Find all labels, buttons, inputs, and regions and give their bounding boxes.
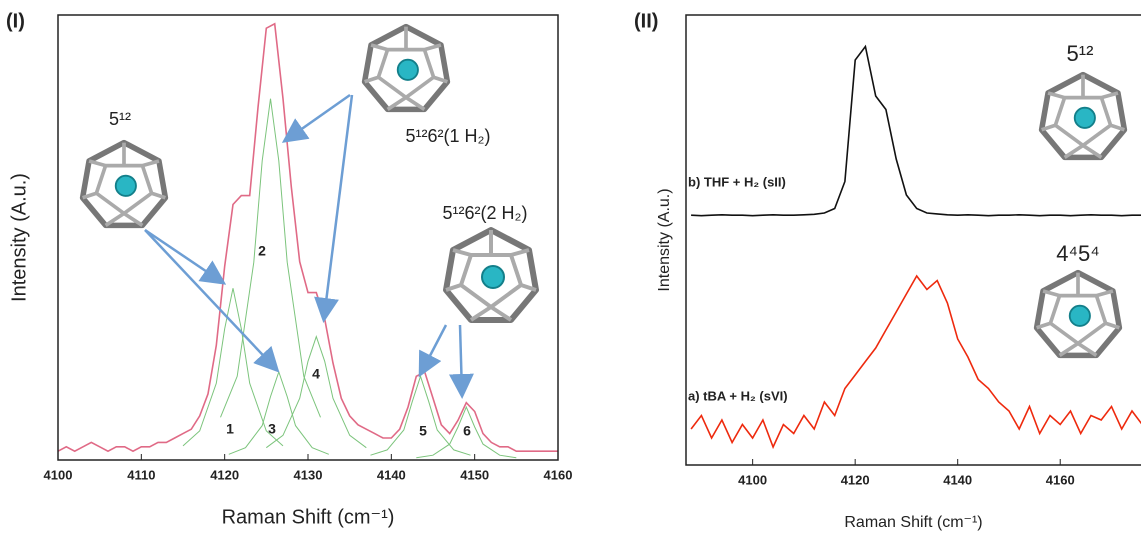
annotation: 5¹² bbox=[109, 109, 131, 129]
arrow bbox=[144, 228, 227, 285]
x-tick-label: 4100 bbox=[44, 467, 73, 482]
y-axis-label: Intensity (A.u.) bbox=[656, 188, 673, 291]
series-line bbox=[691, 44, 1141, 217]
series-line bbox=[182, 288, 284, 447]
arrow bbox=[448, 324, 474, 399]
annotation: 4⁴5⁴ bbox=[1056, 241, 1099, 266]
peak-label: 5 bbox=[419, 423, 427, 439]
cage-icon bbox=[1042, 75, 1125, 158]
annotation: 5¹²6²(1 H₂) bbox=[406, 126, 491, 146]
panel-label: (II) bbox=[634, 10, 658, 32]
peak-label: 3 bbox=[268, 421, 276, 437]
arrow bbox=[281, 93, 351, 143]
x-tick-label: 4140 bbox=[943, 472, 972, 487]
arrow bbox=[314, 94, 354, 323]
x-axis-label: Raman Shift (cm⁻¹) bbox=[222, 506, 395, 528]
peak-label: 2 bbox=[258, 243, 266, 259]
plot-frame bbox=[57, 14, 559, 461]
peak-label: 1 bbox=[226, 421, 234, 437]
series-line bbox=[370, 374, 471, 456]
peak-label: 4 bbox=[312, 366, 320, 382]
y-axis-label: Intensity (A.u.) bbox=[8, 173, 30, 302]
x-tick-label: 4160 bbox=[1046, 472, 1075, 487]
cage-icon bbox=[365, 27, 448, 110]
x-tick-label: 4130 bbox=[294, 467, 323, 482]
annotation: 5¹²6²(2 H₂) bbox=[443, 203, 528, 223]
x-axis-label: Raman Shift (cm⁻¹) bbox=[844, 514, 982, 531]
x-tick-label: 4160 bbox=[544, 467, 573, 482]
arrow bbox=[418, 324, 448, 378]
x-tick-label: 4140 bbox=[377, 467, 406, 482]
cage-icon bbox=[1037, 273, 1120, 356]
x-tick-label: 4120 bbox=[841, 472, 870, 487]
panel-1: 6 5 4 3 2 1 Intensity (A.u.) Raman Shift (cm⁻¹)… bbox=[6, 10, 572, 528]
x-tick-label: 4110 bbox=[127, 467, 155, 482]
x-tick-label: 4100 bbox=[738, 472, 767, 487]
series-label: a) tBA + H₂ (sVI) bbox=[688, 388, 788, 403]
annotation: 5¹² bbox=[1067, 41, 1094, 66]
series-line bbox=[220, 98, 321, 418]
x-tick-label: 4150 bbox=[460, 467, 489, 482]
cage-icon bbox=[83, 143, 166, 226]
cage-icon bbox=[446, 230, 536, 320]
series-line bbox=[57, 22, 558, 453]
plot-frame bbox=[685, 14, 1141, 466]
peak-label: 6 bbox=[463, 423, 471, 439]
panel-2: a) tBA + H₂ (sVI) b) THF + H₂ (sII) Intens… bbox=[634, 10, 1141, 531]
series-label: b) THF + H₂ (sII) bbox=[688, 175, 786, 190]
series-line bbox=[266, 335, 367, 449]
x-tick-label: 4120 bbox=[210, 467, 239, 482]
series-line bbox=[690, 274, 1141, 450]
arrow bbox=[144, 229, 280, 373]
series-line bbox=[416, 405, 517, 459]
panel-label: (I) bbox=[6, 10, 25, 32]
